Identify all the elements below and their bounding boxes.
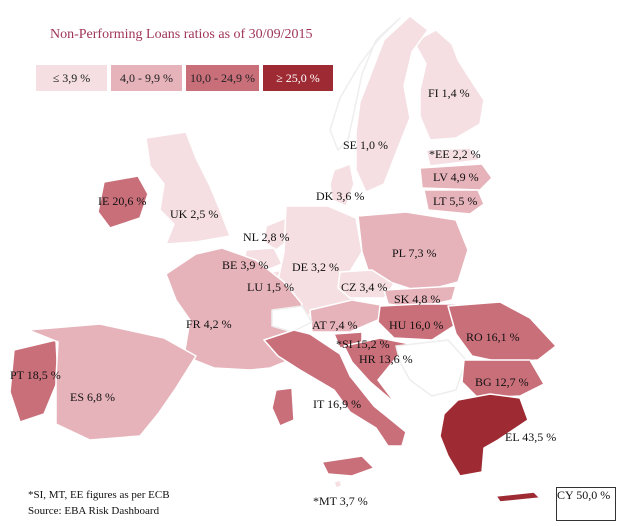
country-shape-crete	[495, 491, 541, 503]
label-fi: FI 1,4 %	[428, 86, 470, 100]
label-mt: *MT 3,7 %	[313, 494, 368, 508]
label-be: BE 3,9 %	[222, 258, 269, 272]
label-it: IT 16,9 %	[313, 397, 362, 411]
legend-item-very-high: ≥ 25,0 %	[262, 64, 334, 92]
legend-item-high: 10,0 - 24,9 %	[185, 64, 260, 92]
country-shape-sic	[321, 455, 375, 477]
country-shape-bg	[461, 359, 545, 399]
label-cz: CZ 3,4 %	[341, 280, 388, 294]
country-shape-fi	[413, 29, 485, 141]
country-shape-ie	[97, 175, 149, 229]
label-cy: CY 50,0 %	[557, 488, 611, 502]
label-pt: PT 18,5 %	[10, 368, 61, 382]
label-lu: LU 1,5 %	[247, 280, 294, 294]
country-shape-sk	[383, 285, 457, 309]
legend-item-low: ≤ 3,9 %	[35, 64, 108, 92]
cyprus-inset	[556, 487, 616, 521]
legend-item-medium: 4,0 - 9,9 %	[110, 64, 183, 92]
label-bg: BG 12,7 %	[475, 375, 529, 389]
label-lv: LV 4,9 %	[433, 170, 479, 184]
country-shape-ee	[425, 147, 481, 167]
label-ee: *EE 2,2 %	[429, 147, 481, 161]
label-nl: NL 2,8 %	[243, 230, 290, 244]
label-de: DE 3,2 %	[292, 260, 339, 274]
country-shape-rs	[395, 339, 467, 397]
label-es: ES 6,8 %	[70, 390, 115, 404]
label-uk: UK 2,5 %	[170, 207, 219, 221]
country-shape-se	[355, 15, 429, 193]
label-lt: LT 5,5 %	[433, 194, 478, 208]
country-shape-hu	[377, 303, 461, 341]
country-shape-el	[439, 393, 529, 477]
country-shape-uk	[145, 131, 231, 245]
country-shape-lt	[423, 189, 485, 215]
label-dk: DK 3,6 %	[316, 189, 365, 203]
country-shape-no	[329, 17, 401, 151]
country-shape-sar	[271, 387, 295, 427]
label-pl: PL 7,3 %	[392, 246, 437, 260]
country-shape-mt	[333, 479, 343, 489]
country-shape-cz	[337, 269, 395, 299]
label-si: *SI 15,2 %	[336, 337, 390, 351]
country-shape-ro	[447, 301, 557, 363]
label-ro: RO 16,1 %	[466, 330, 520, 344]
label-fr: FR 4,2 %	[186, 317, 232, 331]
label-ie: IE 20,6 %	[98, 194, 147, 208]
country-shape-lv	[419, 163, 493, 191]
country-shape-dk	[329, 163, 355, 207]
map-title: Non-Performing Loans ratios as of 30/09/…	[50, 27, 313, 42]
label-sk: SK 4,8 %	[394, 292, 441, 306]
note-source: Source: EBA Risk Dashboard	[28, 505, 160, 517]
note-ecb: *SI, MT, EE figures as per ECB	[28, 489, 170, 501]
label-se: SE 1,0 %	[343, 138, 388, 152]
label-hr: HR 13,6 %	[359, 352, 413, 366]
label-hu: HU 16,0 %	[389, 318, 444, 332]
country-shape-it	[263, 329, 407, 447]
country-shape-hr	[343, 337, 411, 405]
label-at: AT 7,4 %	[312, 318, 358, 332]
country-shape-ch	[271, 305, 313, 333]
country-shape-es	[27, 323, 197, 441]
label-el: EL 43,5 %	[505, 430, 557, 444]
